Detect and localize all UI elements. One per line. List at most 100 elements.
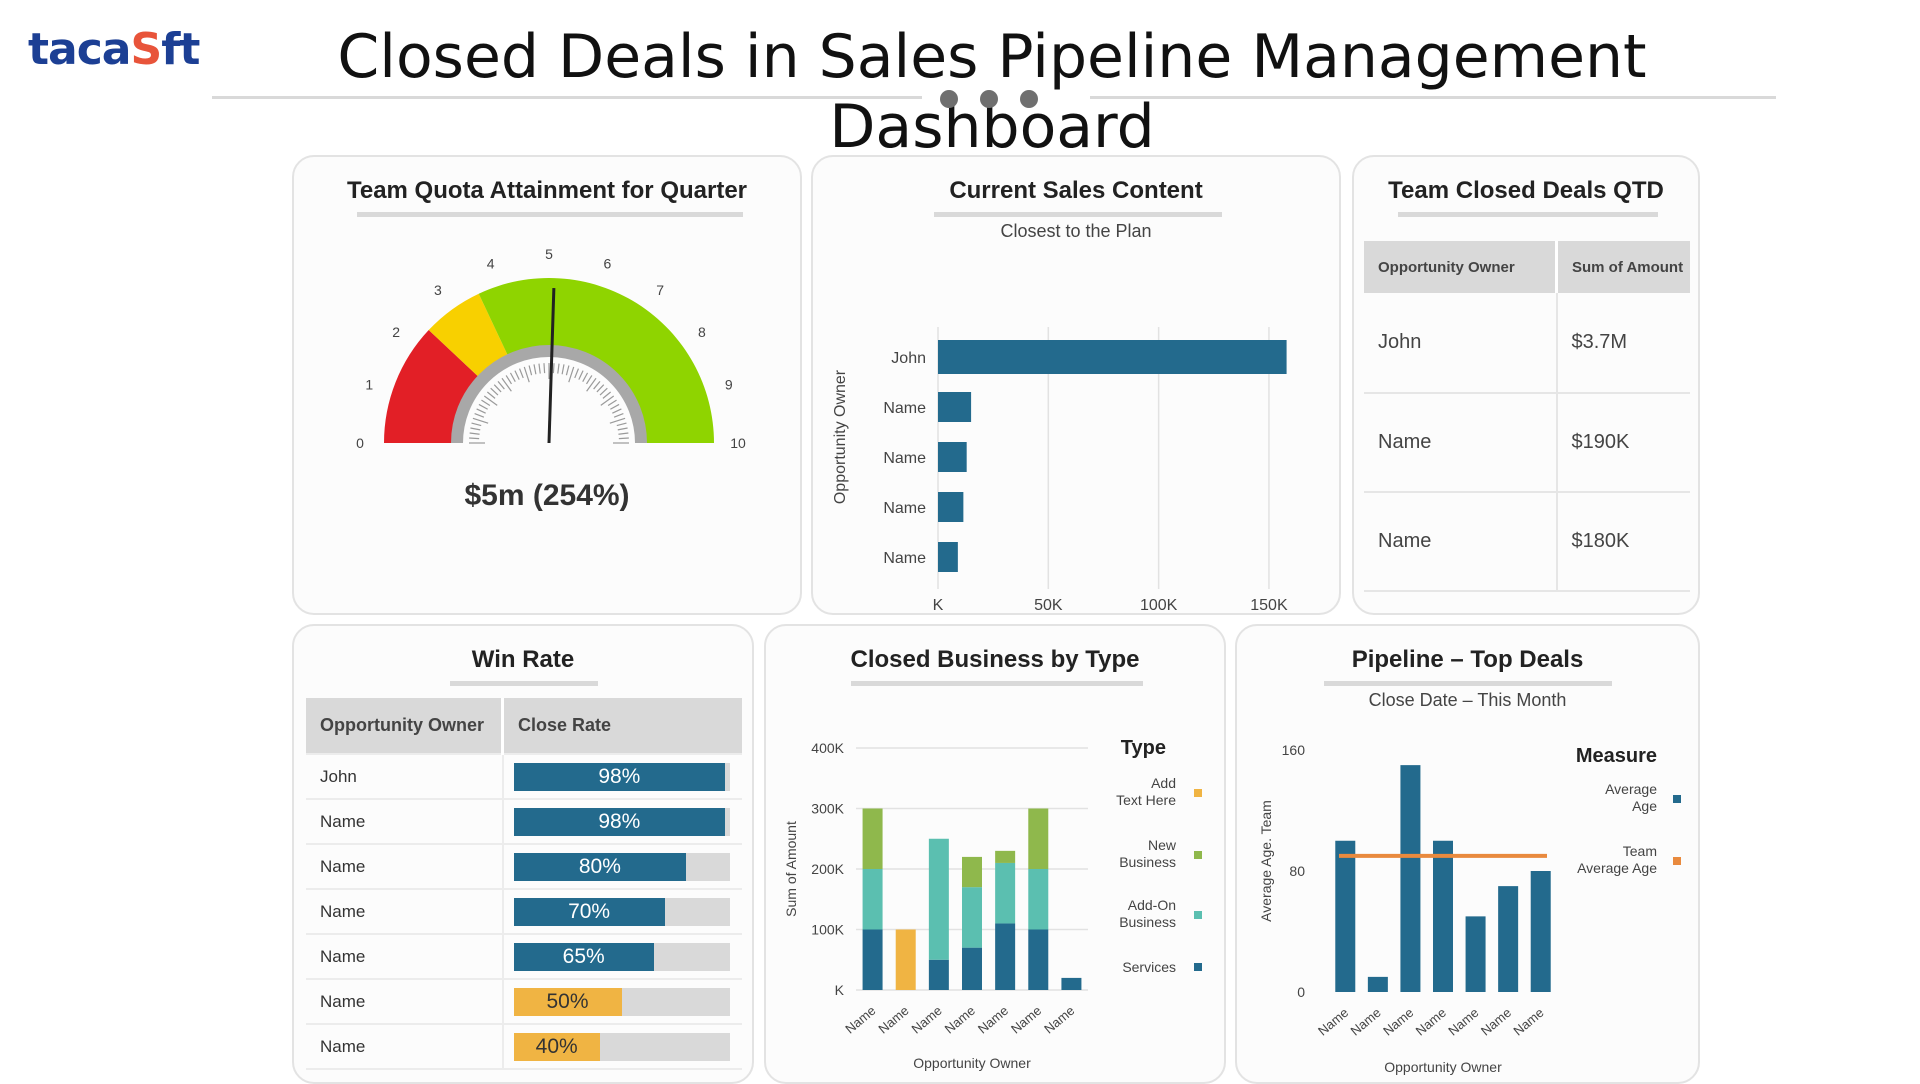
win-rate-bar-track: 70% (513, 898, 730, 926)
title-dots (940, 90, 1060, 113)
win-rate-cell: 80% (502, 844, 742, 890)
stack-y-tick-label: 300K (811, 801, 844, 817)
pipeline-panel: Pipeline – Top Deals Close Date – This M… (1235, 624, 1700, 1084)
hbar-bar (938, 542, 958, 572)
gauge-minor-tick (486, 391, 496, 399)
win-rate-title: Win Rate (471, 646, 575, 673)
stack-legend-swatch (1194, 851, 1202, 859)
gauge-tick-label: 4 (487, 255, 495, 271)
gauge-minor-tick (582, 372, 589, 382)
sales-content-subtitle: Closest to the Plan (1000, 221, 1152, 241)
sales-content-chart: K50K100K150KJohnNameNameNameNamePointsOp… (832, 327, 1288, 614)
brand-logo: tacaSft (28, 24, 200, 75)
win-rate-row: Name 70% (306, 889, 742, 935)
gauge-minor-tick (478, 403, 488, 410)
win-owner-cell: John (306, 754, 504, 800)
sales-content-title: Current Sales Content (949, 177, 1203, 204)
qtd-header-owner: Opportunity Owner (1364, 241, 1558, 293)
hbar-x-tick-label: 50K (1034, 597, 1063, 614)
pipe-category-label: Name (1413, 1005, 1449, 1039)
gauge-minor-tick (483, 395, 498, 406)
stack-legend-label: Add-On (1128, 897, 1176, 913)
stack-category-label: Name (975, 1003, 1011, 1037)
pipe-bar (1498, 886, 1519, 992)
gauge-minor-tick (617, 427, 628, 431)
title-rule-right (1090, 96, 1776, 99)
stack-y-tick-label: 200K (811, 861, 844, 877)
win-rate-cell: 98% (502, 754, 742, 800)
gauge-minor-tick (607, 399, 617, 406)
gauge-minor-tick (593, 380, 601, 390)
pipe-y-tick-label: 0 (1297, 984, 1305, 1000)
win-rate-cell: 70% (502, 889, 742, 935)
stack-bar-segment (995, 923, 1016, 990)
win-rate-bar (513, 763, 726, 791)
win-rate-bar (513, 943, 654, 971)
closed-business-title: Closed Business by Type (850, 646, 1140, 673)
stack-category-label: Name (909, 1003, 945, 1037)
gauge-needle (547, 288, 556, 444)
win-rate-bar-track: 98% (513, 763, 730, 791)
pipe-legend-swatch (1673, 795, 1681, 803)
win-rate-cell: 65% (502, 934, 742, 980)
closed-business-panel: Closed Business by Type K 100K 200K 300K 400… (764, 624, 1226, 1084)
pipe-y-tick-label: 160 (1282, 742, 1306, 758)
gauge-minor-tick (602, 391, 612, 399)
qtd-amount-cell: $180K (1556, 492, 1690, 592)
win-rate-label: 40% (535, 1035, 578, 1058)
qtd-owner-cell: Name (1364, 492, 1558, 592)
pipe-bar (1433, 840, 1453, 992)
gauge-minor-tick (528, 365, 533, 376)
stack-legend-label: Text Here (1116, 792, 1176, 808)
qtd-row: Name $180K (1364, 492, 1690, 592)
stack-legend-label: Business (1119, 914, 1176, 930)
win-header-owner: Opportunity Owner (306, 698, 504, 755)
win-rate-cell: 40% (502, 1024, 742, 1070)
quota-gauge: 0 1 2 3 4 5 6 7 8 9 10 (356, 246, 746, 451)
gauge-minor-tick (514, 370, 520, 380)
win-rate-label: 80% (578, 855, 621, 878)
gauge-minor-tick (493, 384, 502, 393)
gauge-tick-label: 0 (356, 435, 364, 451)
win-rate-bar-track: 50% (513, 988, 730, 1016)
hbar-x-tick-label: 150K (1250, 597, 1288, 614)
stack-bar-segment (895, 929, 916, 990)
gauge-minor-tick (586, 377, 597, 392)
sales-content-panel: Current Sales Content Closest to the Pla… (811, 155, 1341, 615)
page-title: Closed Deals in Sales Pipeline Managemen… (337, 22, 1647, 162)
gauge-minor-tick (618, 437, 629, 440)
hbar-bar (938, 442, 967, 472)
win-owner-cell: Name (306, 889, 504, 935)
stack-legend-label: Business (1119, 854, 1176, 870)
win-rate-table: Opportunity Owner Close Rate John 98% Name… (306, 698, 742, 1070)
gauge-minor-tick (599, 387, 608, 396)
gauge-minor-tick (552, 363, 555, 374)
gauge-minor-tick (538, 363, 541, 374)
gauge-minor-tick (568, 366, 575, 383)
gauge-band-green (478, 278, 714, 443)
win-rate-bar (513, 898, 665, 926)
hbar-x-tick-label: 100K (1140, 597, 1178, 614)
win-rate-cell: 98% (502, 799, 742, 845)
win-owner-cell: Name (306, 799, 504, 845)
gauge-minor-tick (609, 417, 626, 424)
stack-bar-segment (862, 929, 883, 990)
hbar-category-label: Name (883, 450, 926, 467)
gauge-tick-label: 10 (730, 435, 746, 451)
win-rate-label: 98% (598, 765, 641, 788)
pipeline-subtitle: Close Date – This Month (1368, 690, 1567, 710)
win-rate-cell: 50% (502, 979, 742, 1025)
stack-legend-label: New (1148, 837, 1177, 853)
gauge-minor-tick (533, 364, 537, 375)
win-rate-label: 70% (568, 900, 611, 923)
gauge-inner-ring (451, 345, 647, 444)
stack-category-label: Name (1008, 1003, 1044, 1037)
qtd-row: John $3.7M (1364, 293, 1690, 394)
gauge-minor-tick (612, 408, 622, 414)
stack-bar-segment (962, 856, 982, 888)
gauge-minor-tick (474, 412, 485, 418)
gauge-minor-tick (471, 422, 482, 427)
closed-qtd-panel: Team Closed Deals QTD Opportunity Owner … (1352, 155, 1700, 615)
gauge-tick-label: 8 (698, 324, 706, 340)
pipe-category-label: Name (1478, 1005, 1514, 1039)
